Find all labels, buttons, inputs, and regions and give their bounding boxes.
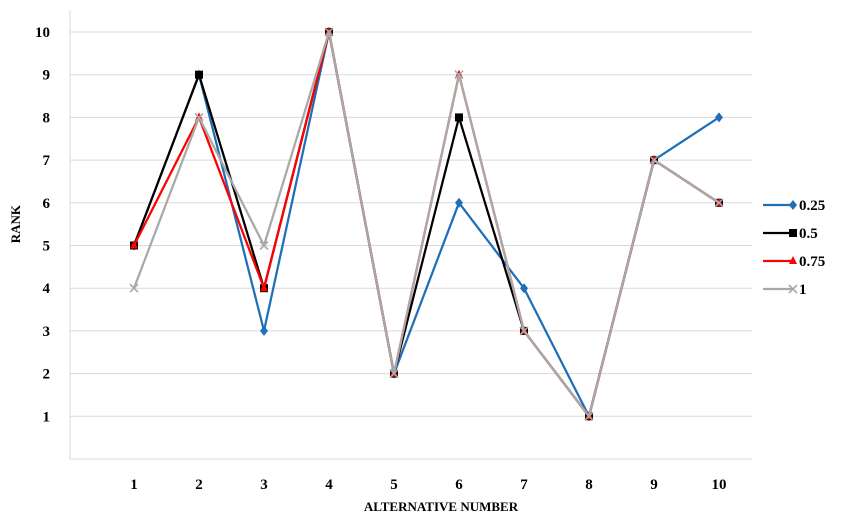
data-point xyxy=(714,198,724,208)
y-tick-label: 4 xyxy=(43,281,51,297)
series-group xyxy=(129,27,724,422)
y-axis-title: RANK xyxy=(8,204,23,243)
data-point xyxy=(455,197,463,208)
data-point xyxy=(715,112,723,123)
data-point xyxy=(649,155,659,165)
x-axis-title: ALTERNATIVE NUMBER xyxy=(364,499,519,514)
x-tick-label: 1 xyxy=(130,477,138,493)
x-tick-label: 5 xyxy=(390,477,398,493)
x-tick-label: 3 xyxy=(260,477,268,493)
data-point xyxy=(454,70,464,80)
legend-item: 1 xyxy=(763,282,807,298)
legend-item: 0.75 xyxy=(763,254,825,270)
data-point xyxy=(260,283,268,292)
y-tick-label: 2 xyxy=(43,367,51,383)
y-tick-label: 1 xyxy=(43,409,51,425)
x-tick-label: 10 xyxy=(712,477,727,493)
y-tick-label: 6 xyxy=(43,196,51,212)
data-point xyxy=(455,113,463,122)
x-tick-label: 2 xyxy=(195,477,203,493)
series-1 xyxy=(129,27,724,421)
x-tick-label: 8 xyxy=(585,477,593,493)
x-tick-label: 6 xyxy=(455,477,463,493)
legend-label: 1 xyxy=(799,282,807,298)
legend-label: 0.5 xyxy=(799,226,818,242)
data-point xyxy=(130,240,138,249)
data-point xyxy=(519,326,529,336)
data-point xyxy=(324,27,334,37)
legend-marker xyxy=(789,229,797,237)
data-point xyxy=(259,240,269,251)
x-tick-label: 7 xyxy=(520,477,528,493)
series-line xyxy=(132,30,720,418)
x-tick-label: 9 xyxy=(650,477,658,493)
x-tick-labels: 1 2 3 4 5 6 7 8 9 10 xyxy=(130,477,726,493)
data-point xyxy=(195,70,203,79)
legend: 0.25 0.5 0.75 1 xyxy=(763,198,825,298)
legend-item: 0.5 xyxy=(763,226,818,242)
axes xyxy=(69,10,752,460)
y-tick-label: 5 xyxy=(43,239,51,255)
gridlines xyxy=(70,31,752,417)
data-point xyxy=(584,411,594,421)
y-tick-label: 8 xyxy=(43,110,51,126)
data-point xyxy=(520,283,528,294)
y-tick-label: 3 xyxy=(43,324,51,340)
y-tick-label: 7 xyxy=(43,153,51,169)
legend-label: 0.25 xyxy=(799,198,825,214)
y-tick-label: 9 xyxy=(43,68,51,84)
data-point xyxy=(260,325,268,336)
legend-item: 0.25 xyxy=(763,198,825,214)
legend-marker xyxy=(789,200,797,210)
legend-marker xyxy=(788,284,798,294)
y-tick-label: 10 xyxy=(35,25,50,41)
x-tick-label: 4 xyxy=(325,477,333,493)
legend-label: 0.75 xyxy=(799,254,825,270)
y-tick-labels: 1 2 3 4 5 6 7 8 9 10 xyxy=(35,25,51,425)
data-point xyxy=(389,369,399,379)
legend-marker xyxy=(789,256,797,264)
data-point xyxy=(194,112,204,122)
data-point xyxy=(129,283,139,293)
